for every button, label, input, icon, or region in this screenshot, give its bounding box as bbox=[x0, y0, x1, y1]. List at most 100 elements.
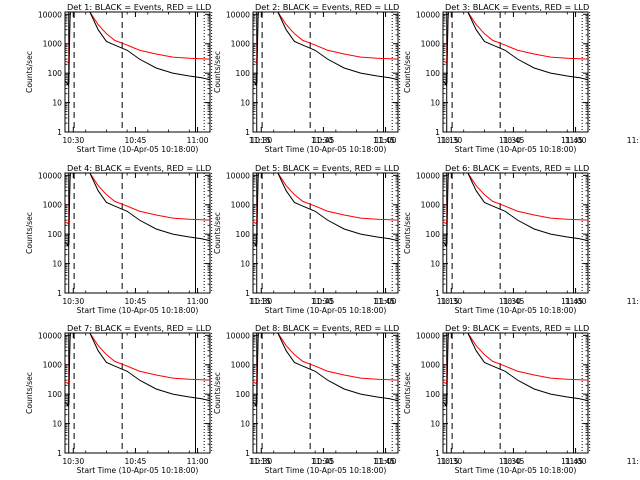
y-tick-label: 10000 bbox=[226, 10, 250, 19]
y-tick-label: 10000 bbox=[38, 331, 62, 340]
x-tick-label: 10:45 bbox=[124, 297, 146, 306]
y-tick-label: 100 bbox=[426, 390, 441, 399]
x-tick-label: 10:30 bbox=[250, 457, 272, 466]
x-tick-label: 11:15 bbox=[627, 457, 640, 466]
x-tick-label: 11:45 bbox=[373, 136, 395, 145]
y-tick-label: 1000 bbox=[43, 361, 62, 370]
x-tick-label: 11:30 bbox=[311, 297, 333, 306]
chart-title: Det 3: BLACK = Events, RED = LLD bbox=[445, 2, 589, 12]
y-tick-label: 1000 bbox=[43, 40, 62, 49]
y-tick-label: 100 bbox=[48, 230, 63, 239]
x-tick-label: 10:30 bbox=[62, 457, 84, 466]
x-tick-label: 10:30 bbox=[440, 136, 462, 145]
x-axis-label: Start Time (10-Apr-05 10:18:00) bbox=[77, 466, 199, 475]
plot-frame bbox=[252, 11, 399, 133]
x-tick-label: 11:00 bbox=[565, 136, 587, 145]
x-tick-label: 10:45 bbox=[502, 136, 524, 145]
plot-frame bbox=[252, 172, 399, 294]
x-axis-label: Start Time (10-Apr-05 10:18:00) bbox=[265, 145, 387, 154]
x-tick-label: 10:45 bbox=[502, 457, 524, 466]
y-tick-label: 1000 bbox=[421, 201, 440, 210]
chart-title: Det 5: BLACK = Events, RED = LLD bbox=[255, 163, 399, 173]
y-tick-label: 100 bbox=[426, 69, 441, 78]
x-tick-label: 11:45 bbox=[373, 297, 395, 306]
x-tick-label: 11:15 bbox=[437, 136, 459, 145]
y-axis-label: Counts/sec bbox=[25, 212, 34, 254]
panel-det-1: 1 10 100 1000 10000 10:30 10:45 11:00 11:15 11:30… bbox=[25, 2, 395, 154]
series-lld-line bbox=[64, 332, 211, 385]
panel-det-4: 1 10 100 1000 10000 10:30 10:45 11:00 11:15 11:30… bbox=[25, 163, 395, 315]
x-tick-label: 11:45 bbox=[561, 457, 583, 466]
series-lld-line bbox=[252, 11, 399, 64]
x-tick-label: 11:15 bbox=[249, 136, 271, 145]
chart-title: Det 8: BLACK = Events, RED = LLD bbox=[255, 323, 399, 333]
y-tick-label: 1 bbox=[435, 289, 440, 298]
y-tick-label: 10000 bbox=[416, 331, 440, 340]
y-tick-label: 10000 bbox=[38, 10, 62, 19]
panel-det-7: 1 10 100 1000 10000 10:30 10:45 11:00 11:15 11:30… bbox=[25, 323, 395, 475]
x-axis-label: Start Time (10-Apr-05 10:18:00) bbox=[77, 145, 199, 154]
y-axis-label: Counts/sec bbox=[25, 51, 34, 93]
x-tick-label: 11:30 bbox=[499, 136, 521, 145]
y-axis-label: Counts/sec bbox=[213, 51, 222, 93]
x-tick-label: 10:45 bbox=[312, 136, 334, 145]
x-tick-label: 10:30 bbox=[440, 457, 462, 466]
series-lld-line bbox=[64, 11, 211, 64]
y-tick-label: 100 bbox=[236, 390, 251, 399]
y-tick-label: 1000 bbox=[231, 201, 250, 210]
plot-frame bbox=[64, 11, 211, 133]
x-tick-label: 11:00 bbox=[375, 136, 397, 145]
x-tick-label: 11:15 bbox=[627, 297, 640, 306]
plot-frame bbox=[442, 172, 589, 294]
y-tick-label: 1000 bbox=[421, 40, 440, 49]
series-lld-line bbox=[252, 172, 399, 225]
x-axis-label: Start Time (10-Apr-05 10:18:00) bbox=[77, 306, 199, 315]
plot-frame bbox=[442, 11, 589, 133]
chart-title: Det 9: BLACK = Events, RED = LLD bbox=[445, 323, 589, 333]
y-tick-label: 10000 bbox=[226, 171, 250, 180]
y-tick-label: 1 bbox=[57, 449, 62, 458]
y-tick-label: 10000 bbox=[38, 171, 62, 180]
x-axis-label: Start Time (10-Apr-05 10:18:00) bbox=[265, 306, 387, 315]
y-tick-label: 1 bbox=[57, 128, 62, 137]
x-tick-label: 10:45 bbox=[312, 297, 334, 306]
y-tick-label: 10 bbox=[240, 420, 250, 429]
x-tick-label: 11:30 bbox=[311, 136, 333, 145]
x-axis-label: Start Time (10-Apr-05 10:18:00) bbox=[455, 145, 577, 154]
plot-frame bbox=[252, 332, 399, 454]
x-tick-label: 11:00 bbox=[187, 457, 209, 466]
x-tick-label: 11:15 bbox=[249, 457, 271, 466]
y-tick-label: 1000 bbox=[43, 201, 62, 210]
y-tick-label: 1000 bbox=[231, 40, 250, 49]
y-tick-label: 1 bbox=[435, 128, 440, 137]
chart-title: Det 1: BLACK = Events, RED = LLD bbox=[67, 2, 211, 12]
series-lld-line bbox=[64, 172, 211, 225]
series-lld-line bbox=[442, 332, 589, 385]
y-tick-label: 1 bbox=[435, 449, 440, 458]
y-tick-label: 1000 bbox=[231, 361, 250, 370]
x-tick-label: 11:00 bbox=[565, 297, 587, 306]
y-tick-label: 10 bbox=[430, 99, 440, 108]
series-events-line bbox=[252, 172, 399, 248]
series-events-line bbox=[442, 172, 589, 248]
y-tick-label: 100 bbox=[236, 69, 251, 78]
y-tick-label: 10000 bbox=[416, 171, 440, 180]
chart-title: Det 2: BLACK = Events, RED = LLD bbox=[255, 2, 399, 12]
chart-title: Det 7: BLACK = Events, RED = LLD bbox=[67, 323, 211, 333]
y-axis-label: Counts/sec bbox=[403, 51, 412, 93]
y-tick-label: 100 bbox=[48, 69, 63, 78]
x-tick-label: 11:15 bbox=[437, 457, 459, 466]
x-tick-label: 11:45 bbox=[373, 457, 395, 466]
panel-det-2: 1 10 100 1000 10000 10:30 10:45 11:00 11:15 11:30… bbox=[213, 2, 583, 154]
y-tick-label: 10 bbox=[430, 420, 440, 429]
x-axis-label: Start Time (10-Apr-05 10:18:00) bbox=[455, 306, 577, 315]
x-tick-label: 11:00 bbox=[187, 297, 209, 306]
plot-frame bbox=[64, 332, 211, 454]
y-tick-label: 1 bbox=[245, 289, 250, 298]
x-tick-label: 11:30 bbox=[311, 457, 333, 466]
y-tick-label: 10 bbox=[52, 260, 62, 269]
series-events-line bbox=[252, 332, 399, 408]
panel-det-8: 1 10 100 1000 10000 10:30 10:45 11:00 11:15 11:30… bbox=[213, 323, 583, 475]
x-tick-label: 11:45 bbox=[561, 297, 583, 306]
